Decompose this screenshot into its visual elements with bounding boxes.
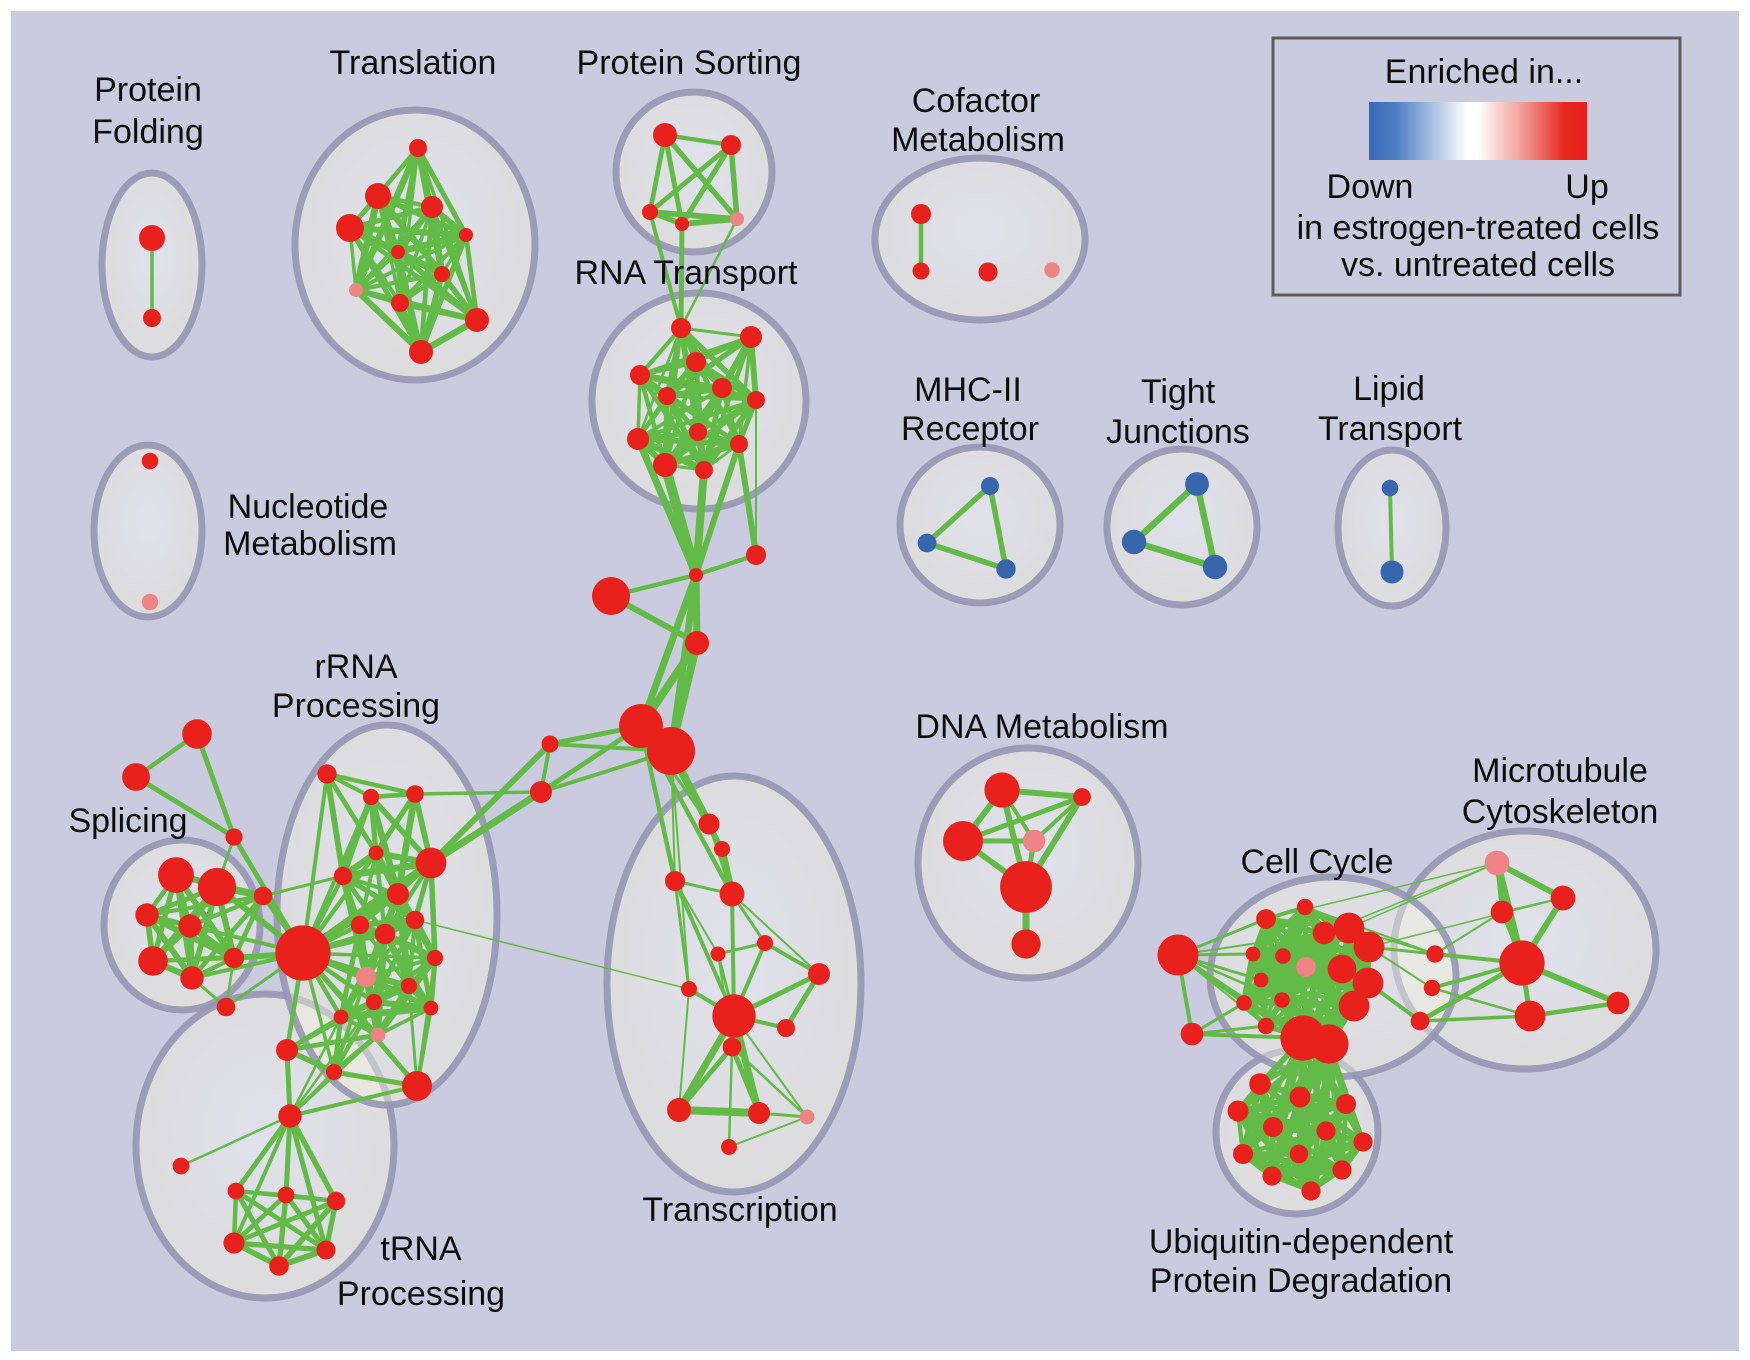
svg-text:Transport: Transport xyxy=(1318,410,1463,448)
svg-text:tRNA: tRNA xyxy=(380,1230,462,1268)
svg-text:Transcription: Transcription xyxy=(642,1191,837,1229)
svg-text:Processing: Processing xyxy=(272,687,440,725)
svg-text:MHC-II: MHC-II xyxy=(914,371,1022,409)
svg-text:rRNA: rRNA xyxy=(314,648,397,686)
svg-text:Cytoskeleton: Cytoskeleton xyxy=(1462,793,1659,831)
svg-text:Tight: Tight xyxy=(1141,373,1216,411)
svg-text:Cofactor: Cofactor xyxy=(912,82,1041,120)
svg-text:in estrogen-treated cells: in estrogen-treated cells xyxy=(1297,209,1660,247)
svg-text:Enriched in...: Enriched in... xyxy=(1385,53,1583,91)
svg-text:Down: Down xyxy=(1327,168,1414,206)
svg-text:Protein Degradation: Protein Degradation xyxy=(1150,1262,1452,1300)
svg-text:Splicing: Splicing xyxy=(68,802,187,840)
svg-text:Lipid: Lipid xyxy=(1353,370,1425,408)
svg-text:DNA Metabolism: DNA Metabolism xyxy=(915,708,1168,746)
svg-text:vs. untreated cells: vs. untreated cells xyxy=(1341,246,1615,284)
svg-text:Metabolism: Metabolism xyxy=(223,525,397,563)
svg-text:Translation: Translation xyxy=(330,44,497,82)
svg-text:Receptor: Receptor xyxy=(901,410,1039,448)
svg-text:Cell Cycle: Cell Cycle xyxy=(1240,843,1393,881)
svg-text:Folding: Folding xyxy=(92,113,204,151)
svg-text:RNA Transport: RNA Transport xyxy=(575,254,799,292)
svg-text:Ubiquitin-dependent: Ubiquitin-dependent xyxy=(1149,1223,1454,1261)
svg-text:Up: Up xyxy=(1565,168,1608,206)
svg-text:Nucleotide: Nucleotide xyxy=(228,488,389,526)
svg-text:Junctions: Junctions xyxy=(1106,413,1250,451)
svg-text:Metabolism: Metabolism xyxy=(891,121,1065,159)
svg-text:Processing: Processing xyxy=(337,1275,505,1313)
svg-text:Protein: Protein xyxy=(94,71,202,109)
svg-text:Microtubule: Microtubule xyxy=(1472,752,1648,790)
svg-text:Protein Sorting: Protein Sorting xyxy=(577,44,802,82)
